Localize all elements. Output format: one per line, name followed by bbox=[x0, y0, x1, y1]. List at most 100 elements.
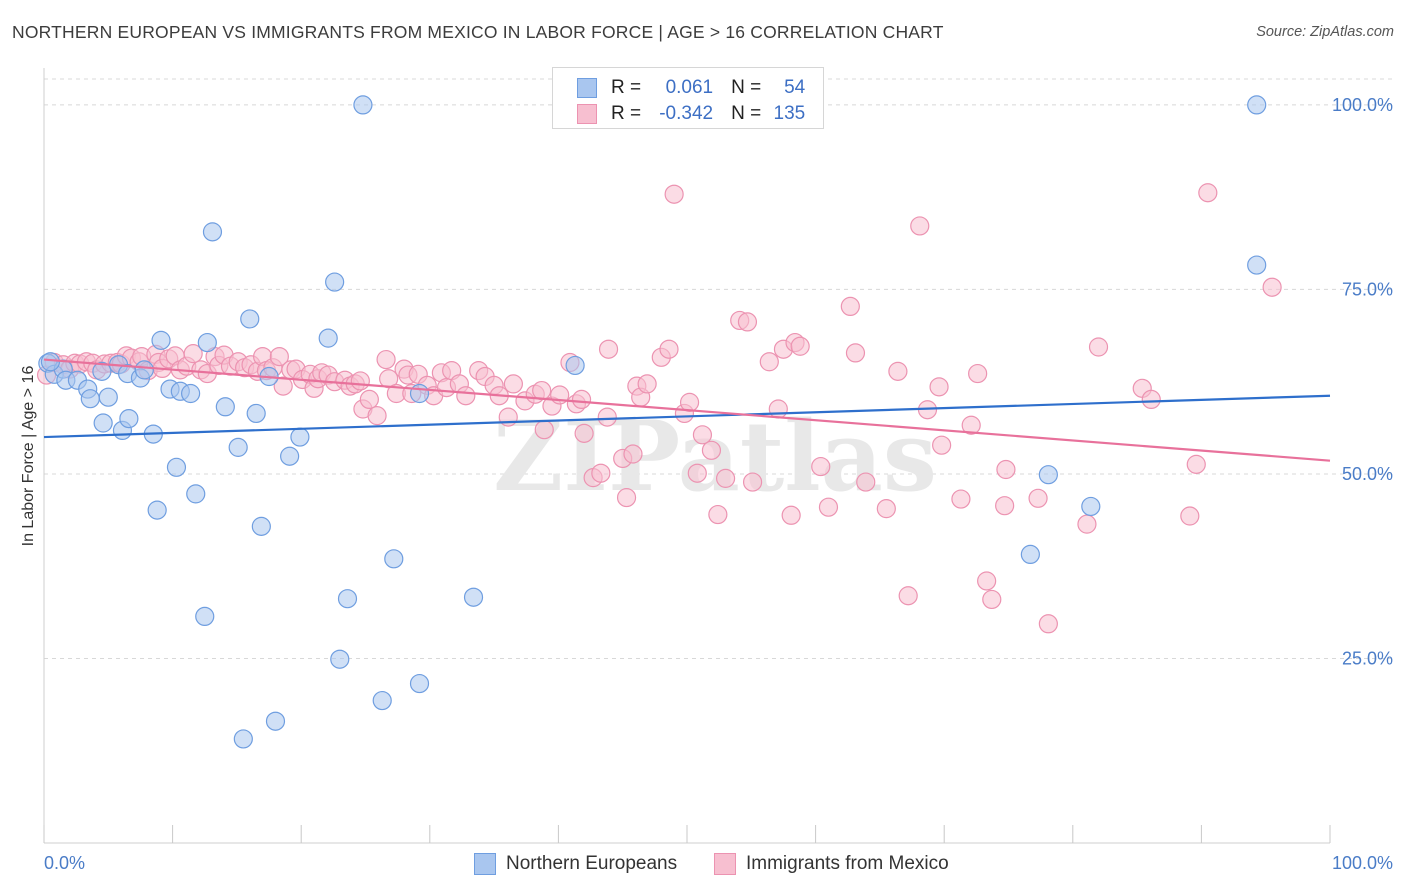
point-immigrants-from-mexico bbox=[503, 374, 523, 394]
point-immigrants-from-mexico bbox=[781, 505, 801, 525]
point-northern-europeans bbox=[318, 328, 338, 348]
point-northern-europeans bbox=[409, 673, 430, 694]
x-tick-label-max: 100.0% bbox=[1332, 853, 1393, 873]
point-immigrants-from-mexico bbox=[532, 380, 552, 401]
point-immigrants-from-mexico bbox=[856, 472, 876, 492]
chart-title: NORTHERN EUROPEAN VS IMMIGRANTS FROM MEX… bbox=[12, 22, 944, 42]
trend-lines bbox=[43, 358, 1331, 462]
bottom-legend-swatch-blue bbox=[474, 853, 496, 875]
point-northern-europeans bbox=[215, 397, 235, 417]
point-immigrants-from-mexico bbox=[888, 361, 908, 381]
point-northern-europeans bbox=[265, 711, 286, 731]
y-tick-label: 25.0% bbox=[1342, 648, 1393, 668]
point-immigrants-from-mexico bbox=[840, 296, 860, 317]
legend-n-value: 54 bbox=[784, 77, 806, 98]
point-immigrants-from-mexico bbox=[623, 444, 643, 464]
point-immigrants-from-mexico bbox=[1141, 389, 1161, 410]
bottom-legend-label-blue: Northern Europeans bbox=[506, 853, 678, 874]
point-northern-europeans bbox=[92, 361, 112, 381]
point-northern-europeans bbox=[251, 516, 271, 536]
legend-r-value: -0.342 bbox=[659, 103, 714, 124]
point-immigrants-from-mexico bbox=[715, 468, 736, 488]
point-immigrants-from-mexico bbox=[737, 312, 758, 332]
point-northern-europeans bbox=[80, 389, 100, 409]
point-immigrants-from-mexico bbox=[818, 497, 839, 517]
point-immigrants-from-mexico bbox=[637, 374, 657, 394]
legend-n-value: 135 bbox=[773, 103, 806, 124]
point-northern-europeans bbox=[280, 446, 300, 466]
point-northern-europeans bbox=[181, 383, 201, 404]
point-immigrants-from-mexico bbox=[664, 184, 684, 204]
point-northern-europeans bbox=[1020, 544, 1040, 565]
point-immigrants-from-mexico bbox=[845, 343, 866, 363]
point-immigrants-from-mexico bbox=[898, 586, 918, 606]
point-immigrants-from-mexico bbox=[1088, 337, 1109, 357]
point-northern-europeans bbox=[202, 222, 223, 242]
point-northern-europeans bbox=[119, 408, 139, 429]
point-immigrants-from-mexico bbox=[759, 352, 779, 372]
legend-row-blue: R = 0.061 N = 54 bbox=[577, 76, 805, 100]
point-northern-europeans bbox=[233, 729, 253, 749]
point-immigrants-from-mexico bbox=[961, 415, 981, 435]
point-immigrants-from-mexico bbox=[968, 363, 988, 384]
point-northern-europeans bbox=[134, 360, 154, 380]
point-northern-europeans bbox=[463, 587, 484, 607]
point-immigrants-from-mexico bbox=[598, 339, 619, 359]
point-immigrants-from-mexico bbox=[701, 440, 722, 460]
legend-r-label: R = bbox=[611, 103, 642, 124]
point-immigrants-from-mexico bbox=[977, 571, 997, 591]
legend-swatch-pink bbox=[577, 104, 597, 124]
x-axis-ticks bbox=[43, 825, 1331, 843]
y-tick-label: 100.0% bbox=[1332, 95, 1393, 115]
trend-line-immigrants-from-mexico bbox=[43, 358, 1331, 462]
point-immigrants-from-mexico bbox=[951, 489, 971, 509]
point-northern-europeans bbox=[1038, 465, 1058, 485]
point-immigrants-from-mexico bbox=[929, 377, 949, 397]
point-immigrants-from-mexico bbox=[571, 389, 592, 410]
point-northern-europeans bbox=[290, 427, 310, 447]
point-immigrants-from-mexico bbox=[616, 487, 637, 508]
source-label: Source: ZipAtlas.com bbox=[1256, 24, 1394, 40]
point-immigrants-from-mexico bbox=[708, 504, 728, 525]
point-northern-europeans bbox=[93, 413, 113, 433]
point-immigrants-from-mexico bbox=[1038, 614, 1058, 634]
point-immigrants-from-mexico bbox=[597, 407, 617, 427]
point-immigrants-from-mexico bbox=[350, 371, 370, 391]
point-immigrants-from-mexico bbox=[1262, 277, 1282, 297]
bottom-legend-item-pink: Immigrants from Mexico bbox=[714, 851, 949, 877]
point-northern-europeans bbox=[1081, 496, 1101, 517]
legend-r-label: R = bbox=[611, 77, 642, 98]
point-northern-europeans bbox=[409, 383, 430, 404]
point-immigrants-from-mexico bbox=[359, 389, 379, 410]
point-immigrants-from-mexico bbox=[1198, 183, 1218, 203]
correlation-legend: R = 0.061 N = 54 R = -0.342 N = 135 bbox=[552, 67, 824, 129]
point-northern-europeans bbox=[40, 352, 61, 372]
point-immigrants-from-mexico bbox=[574, 423, 594, 443]
point-immigrants-from-mexico bbox=[910, 216, 930, 236]
bottom-legend-label-pink: Immigrants from Mexico bbox=[746, 853, 949, 874]
point-northern-europeans bbox=[240, 309, 260, 329]
y-tick-label: 75.0% bbox=[1342, 279, 1393, 299]
point-immigrants-from-mexico bbox=[367, 406, 387, 426]
point-immigrants-from-mexico bbox=[456, 386, 476, 406]
point-immigrants-from-mexico bbox=[659, 339, 679, 359]
point-northern-europeans bbox=[330, 649, 350, 669]
point-immigrants-from-mexico bbox=[1180, 506, 1200, 526]
point-immigrants-from-mexico bbox=[1028, 488, 1048, 508]
point-immigrants-from-mexico bbox=[269, 346, 289, 367]
legend-r-value: 0.061 bbox=[665, 77, 714, 98]
trend-line-northern-europeans bbox=[43, 394, 1331, 439]
point-northern-europeans bbox=[195, 606, 215, 627]
y-axis-tick-labels: 25.0% 50.0% 75.0% 100.0% bbox=[1332, 95, 1393, 669]
point-immigrants-from-mexico bbox=[183, 344, 203, 364]
point-immigrants-from-mexico bbox=[811, 456, 831, 477]
point-immigrants-from-mexico bbox=[687, 463, 707, 483]
y-axis-label: In Labor Force | Age > 16 bbox=[20, 366, 37, 547]
point-immigrants-from-mexico bbox=[996, 459, 1016, 480]
point-immigrants-from-mexico bbox=[790, 336, 810, 356]
point-immigrants-from-mexico bbox=[876, 499, 896, 519]
point-immigrants-from-mexico bbox=[534, 420, 554, 440]
point-northern-europeans bbox=[151, 330, 171, 350]
point-northern-europeans bbox=[384, 549, 404, 569]
